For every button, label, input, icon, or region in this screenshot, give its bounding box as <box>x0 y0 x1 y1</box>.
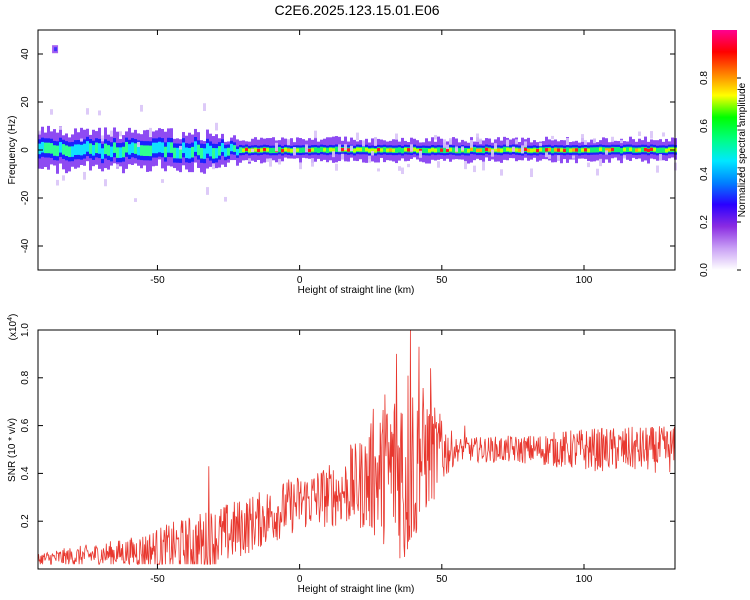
spectrogram-heatmap <box>38 45 677 202</box>
y-tick-label: 0.6 <box>20 418 31 432</box>
snr-panel: -50 0 50 100 0.2 0.4 0.6 0.8 1.0 Height of stra… <box>7 314 676 595</box>
colorbar-tick-label: 0.8 <box>699 71 710 85</box>
spectrogram-x-axis-label: Height of straight line (km) <box>298 285 415 296</box>
y-tick-label: 0.4 <box>20 466 31 480</box>
y-tick-label: 20 <box>20 96 31 108</box>
colorbar-gradient <box>712 30 737 270</box>
svg-text:(x104): (x104) <box>7 314 19 341</box>
colorbar-tick-label: 0.4 <box>699 167 710 181</box>
snr-y-axis-label: SNR (10 * v/v) <box>7 418 18 482</box>
snr-x-ticks: -50 0 50 100 <box>150 330 593 585</box>
colorbar-tick-label: 0.6 <box>699 119 710 133</box>
colorbar-ticks: 0.0 0.2 0.4 0.6 0.8 <box>699 71 741 277</box>
y-tick-label: -20 <box>20 190 31 205</box>
spectrogram-y-axis-label: Frequency (Hz) <box>7 116 18 185</box>
snr-multiplier-exponent: 4 <box>7 317 14 321</box>
x-tick-label: 100 <box>576 275 593 286</box>
x-tick-label: 0 <box>297 275 303 286</box>
colorbar-label: Normalized spectral amplitude <box>737 82 748 217</box>
x-tick-label: 50 <box>436 275 448 286</box>
y-tick-label: 0 <box>20 147 31 153</box>
snr-multiplier-base: (x10 <box>8 320 19 340</box>
x-tick-label: 100 <box>576 574 593 585</box>
x-tick-label: 0 <box>297 574 303 585</box>
y-tick-label: 1.0 <box>20 323 31 337</box>
x-tick-label: 50 <box>436 574 448 585</box>
colorbar-tick-label: 0.2 <box>699 215 710 229</box>
colorbar: 0.0 0.2 0.4 0.6 0.8 Normalized spectral ampl… <box>699 30 748 277</box>
y-tick-label: -40 <box>20 238 31 253</box>
colorbar-tick-label: 0.0 <box>699 263 710 277</box>
x-tick-label: -50 <box>150 275 165 286</box>
spectrogram-y-ticks: 40 20 0 -20 -40 <box>20 48 675 253</box>
snr-plot-area <box>38 330 675 569</box>
spectrogram-panel: -50 0 50 100 40 20 0 -20 -40 Height of straight… <box>7 29 677 296</box>
snr-frame <box>37 329 676 570</box>
snr-x-axis-label: Height of straight line (km) <box>298 584 415 595</box>
x-tick-label: -50 <box>150 574 165 585</box>
snr-y-ticks: 0.2 0.4 0.6 0.8 1.0 <box>20 323 675 528</box>
snr-multiplier: (x104) <box>7 314 19 341</box>
page-title: C2E6.2025.123.15.01.E06 <box>274 2 440 18</box>
snr-series-line <box>37 329 676 566</box>
y-tick-label: 0.2 <box>20 514 31 528</box>
spectrogram-x-ticks: -50 0 50 100 <box>150 30 593 286</box>
y-tick-label: 40 <box>20 48 31 60</box>
snr-multiplier-close: ) <box>8 314 19 317</box>
y-tick-label: 0.8 <box>20 370 31 384</box>
